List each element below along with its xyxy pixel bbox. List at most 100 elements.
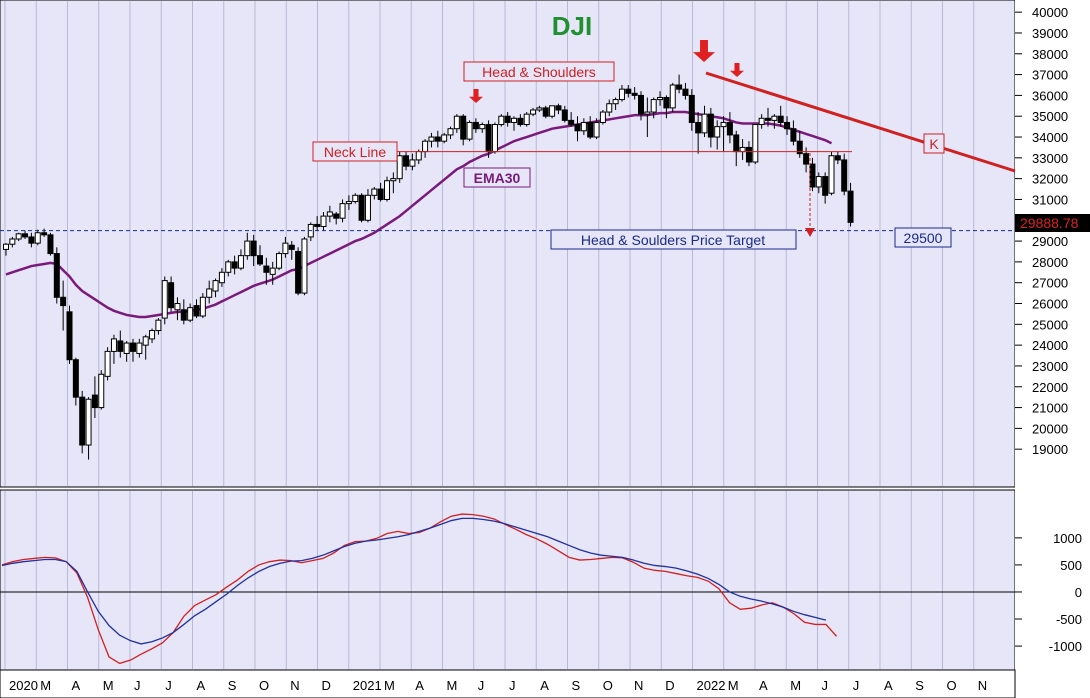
left-shoulder-arrow-icon (473, 89, 479, 98)
candle-body (358, 194, 365, 221)
candle-body (168, 282, 175, 309)
candle-body (587, 121, 594, 138)
y-tick-label: 28000 (1032, 255, 1068, 270)
x-tick-label: J (478, 678, 485, 693)
head-arrow-icon (700, 40, 708, 54)
candle-body (15, 233, 22, 240)
candle-body (618, 88, 625, 101)
candle-body (822, 176, 829, 196)
ema30-label: EMA30 (474, 170, 521, 186)
candle-body (180, 309, 187, 321)
y-tick-label: 20000 (1032, 421, 1068, 436)
x-tick-label: A (540, 678, 549, 693)
candle-body (352, 194, 359, 203)
candle-body (174, 303, 181, 311)
x-axis-area (0, 669, 1016, 698)
oscillator-lines (0, 513, 1015, 665)
right-shoulder-arrow-icon (730, 70, 744, 77)
x-tick-label: N (978, 678, 987, 693)
candle-body (517, 117, 524, 126)
x-tick-label: D (665, 678, 674, 693)
x-axis: 2020 M A M J J A S O N D 2021 M A M J J A S O N D 2022 M A M J J A S O… (9, 678, 987, 693)
candle-body (72, 359, 79, 398)
candle-body (720, 121, 727, 128)
x-tick-label: J (822, 678, 829, 693)
y-tick-label: 25000 (1032, 317, 1068, 332)
y-tick-label: 500 (1060, 558, 1082, 573)
candle-body (498, 115, 505, 126)
candle-body (295, 250, 302, 294)
candlestick-series (3, 74, 854, 460)
candle-body (739, 146, 746, 153)
candle-body (815, 176, 822, 188)
candle-body (28, 236, 35, 244)
y-tick-label: 24000 (1032, 338, 1068, 353)
candle-body (809, 163, 816, 188)
candle-body (657, 96, 664, 101)
candle-body (803, 153, 810, 165)
candle-body (504, 115, 511, 123)
candle-body (142, 336, 149, 346)
ema30-label-box (463, 167, 531, 188)
candle-body (415, 151, 422, 161)
candle-body (66, 311, 73, 361)
x-tick-label: S (572, 678, 581, 693)
y-tick-label: 23000 (1032, 359, 1068, 374)
x-tick-label: 2020 (9, 678, 38, 693)
candle-body (841, 159, 848, 192)
candle-body (669, 84, 676, 109)
candle-body (244, 240, 251, 257)
left-shoulder-arrow-icon (469, 96, 483, 103)
candle-body (60, 296, 67, 307)
y-tick-label: 29000 (1032, 234, 1068, 249)
candle-body (53, 253, 60, 298)
candle-body (161, 280, 168, 319)
neck-line-label-box (312, 141, 398, 162)
x-tick-label: O (259, 678, 269, 693)
candle-body (441, 134, 448, 142)
head-shoulders-label-box (463, 61, 615, 82)
x-tick-label: M (103, 678, 114, 693)
candle-body (282, 242, 289, 255)
x-tick-label: M (728, 678, 739, 693)
indicator-panel (0, 489, 1016, 671)
candle-body (745, 146, 752, 163)
candle-body (701, 113, 708, 134)
x-tick-label: D (322, 678, 331, 693)
y-tick-label: 35000 (1032, 109, 1068, 124)
candle-body (403, 155, 410, 167)
head-shoulders-label: Head & Shoulders (482, 64, 596, 80)
y-axis-area (1015, 0, 1090, 698)
y-tick-label: 36000 (1032, 88, 1068, 103)
candle-body (663, 96, 670, 109)
candle-body (396, 155, 403, 180)
x-tick-label: S (915, 678, 924, 693)
candle-body (326, 211, 333, 217)
target-value-box (894, 227, 952, 248)
x-tick-label: A (72, 678, 81, 693)
candle-body (269, 267, 276, 275)
candle-body (542, 107, 549, 117)
candle-body (199, 296, 206, 317)
x-tick-label: N (634, 678, 643, 693)
candle-body (491, 124, 498, 153)
candle-body (676, 84, 683, 90)
candle-body (580, 121, 587, 132)
right-shoulder-arrow-icon (734, 63, 740, 72)
oscillator-series-1 (1, 517, 827, 645)
y-tick-label: -500 (1056, 612, 1082, 627)
trendline-label-box (923, 133, 945, 154)
candle-body (225, 261, 232, 273)
candle-body (460, 115, 467, 140)
candle-body (79, 396, 86, 446)
y-tick-label: 32000 (1032, 172, 1068, 187)
candle-body (263, 265, 270, 273)
candle-body (257, 255, 263, 265)
candle-body (428, 136, 435, 142)
candle-body (555, 105, 562, 111)
candle-body (599, 111, 606, 123)
y-tick-label: 31000 (1032, 192, 1068, 207)
downtrend-line (705, 71, 1016, 173)
x-tick-label: A (884, 678, 893, 693)
